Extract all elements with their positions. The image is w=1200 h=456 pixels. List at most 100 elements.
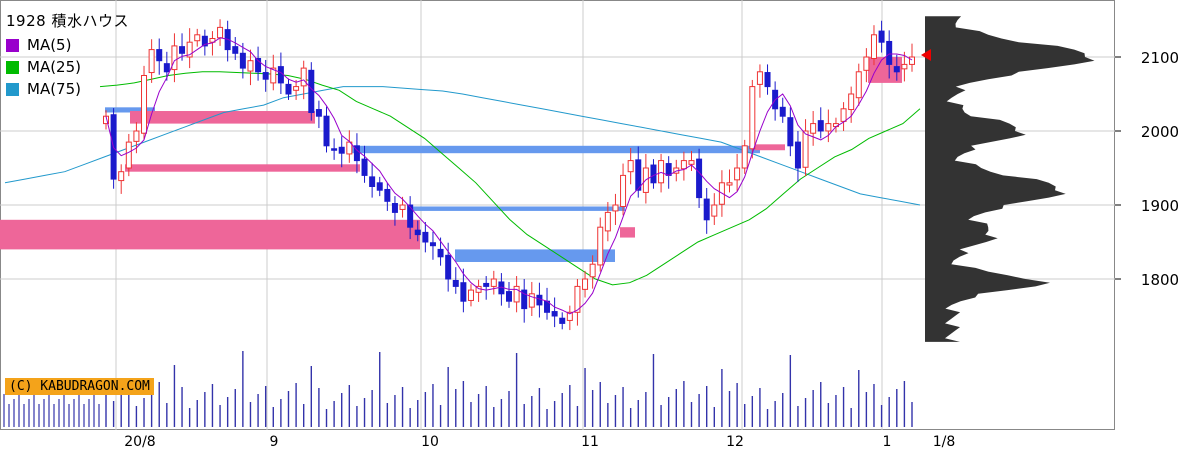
candle-body	[878, 30, 885, 43]
candle-body	[467, 289, 474, 301]
candle-body	[407, 204, 414, 228]
chart-title: 1928 積水ハウス	[6, 12, 129, 30]
ma75-line	[4, 86, 921, 206]
candle-body	[688, 160, 695, 165]
candle-body	[125, 141, 132, 169]
candle-body	[787, 117, 794, 147]
candle-body	[513, 285, 520, 303]
candle-body	[848, 93, 855, 111]
legend-label-ma25: MA(25)	[27, 58, 81, 76]
candle-body	[414, 229, 421, 236]
candle-body	[627, 160, 634, 173]
candle-body	[506, 291, 512, 302]
candle-body	[255, 57, 262, 73]
legend-label-ma75: MA(75)	[27, 80, 81, 98]
candle-body	[293, 86, 300, 91]
candle-body	[369, 176, 376, 188]
candle-body	[338, 146, 345, 154]
candle-body	[201, 35, 208, 47]
candle-body	[650, 164, 657, 184]
candle-body	[445, 254, 452, 280]
legend-item-ma75: MA(75)	[6, 78, 129, 100]
legend-label-ma5: MA(5)	[27, 36, 72, 54]
price-band	[105, 107, 155, 113]
candle-body	[331, 148, 338, 151]
candle-body	[315, 109, 322, 117]
candle-body	[141, 75, 148, 134]
price-band	[410, 206, 625, 211]
ma5-swatch	[6, 38, 19, 52]
candle-body	[901, 63, 908, 70]
candle-body	[399, 204, 406, 210]
x-tick-label: 20/8	[124, 434, 155, 450]
candle-body	[764, 72, 771, 88]
candle-body	[460, 282, 467, 302]
candle-body	[597, 226, 604, 266]
candle-body	[270, 67, 277, 84]
candle-body	[217, 26, 224, 39]
candle-body	[384, 188, 391, 202]
candle-body	[361, 158, 368, 176]
candle-body	[353, 145, 360, 162]
candle-body	[863, 56, 870, 71]
candle-body	[186, 41, 193, 58]
price-band	[755, 144, 785, 151]
candle-body	[840, 108, 847, 122]
candle-body	[262, 72, 269, 80]
candle-body	[163, 63, 170, 73]
price-band	[0, 219, 420, 250]
candle-body	[665, 163, 672, 176]
candle-body	[756, 71, 763, 85]
candle-body	[452, 279, 459, 287]
candle-body	[566, 311, 573, 321]
candle-body	[794, 141, 801, 169]
candle-body	[589, 263, 596, 278]
ma25-line	[99, 71, 921, 286]
candle-body	[285, 83, 292, 95]
candle-body	[429, 242, 436, 247]
plot-frame	[0, 0, 1115, 430]
candle-body	[604, 211, 611, 232]
chart-legend: 1928 積水ハウス MA(5) MA(25) MA(75)	[6, 10, 129, 100]
x-tick-label: 1/8	[933, 434, 956, 450]
candle-body	[749, 86, 756, 150]
candle-body	[726, 182, 733, 186]
candle-body	[703, 198, 710, 221]
candle-body	[855, 71, 862, 99]
candle-body	[391, 203, 398, 213]
y-tick-label: 2000	[1141, 123, 1179, 141]
candle-body	[483, 282, 490, 287]
candle-body	[696, 158, 703, 199]
candle-body	[422, 231, 429, 243]
candle-body	[209, 38, 216, 43]
candle-body	[810, 123, 817, 134]
candle-body	[528, 293, 535, 308]
x-tick-label: 11	[581, 434, 599, 450]
candle-body	[779, 106, 786, 117]
price-band	[125, 164, 360, 172]
legend-item-ma25: MA(25)	[6, 56, 129, 78]
candle-body	[734, 167, 741, 181]
candle-body	[582, 278, 589, 290]
candle-body	[247, 60, 254, 72]
candle-body	[825, 123, 832, 132]
candle-body	[741, 145, 748, 169]
candle-body	[171, 45, 178, 71]
candle-body	[437, 248, 444, 258]
y-tick-label: 1900	[1141, 197, 1179, 215]
candle-body	[870, 34, 877, 59]
candle-body	[148, 49, 155, 74]
candle-body	[376, 182, 383, 191]
candle-body	[118, 171, 125, 182]
candle-body	[536, 294, 543, 306]
x-tick-label: 9	[270, 434, 279, 450]
ma75-swatch	[6, 82, 19, 96]
candle-body	[620, 174, 627, 207]
candle-body	[612, 204, 619, 212]
copyright-badge: (C) KABUDRAGON.COM	[5, 378, 154, 395]
candle-body	[308, 69, 315, 113]
candle-body	[802, 130, 809, 168]
candle-body	[635, 159, 642, 191]
candle-body	[194, 34, 201, 42]
